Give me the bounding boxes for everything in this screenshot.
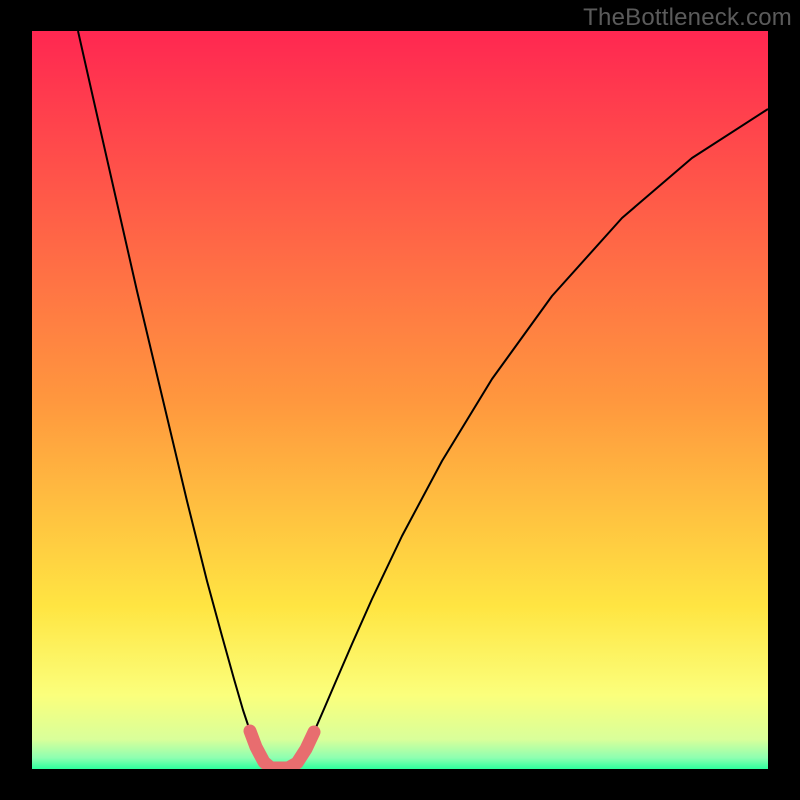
bottleneck-highlight xyxy=(250,731,314,768)
watermark-text: TheBottleneck.com xyxy=(583,4,792,32)
chart-container: TheBottleneck.com xyxy=(0,0,800,800)
curve-overlay xyxy=(0,0,800,800)
bottleneck-curve xyxy=(78,31,768,768)
